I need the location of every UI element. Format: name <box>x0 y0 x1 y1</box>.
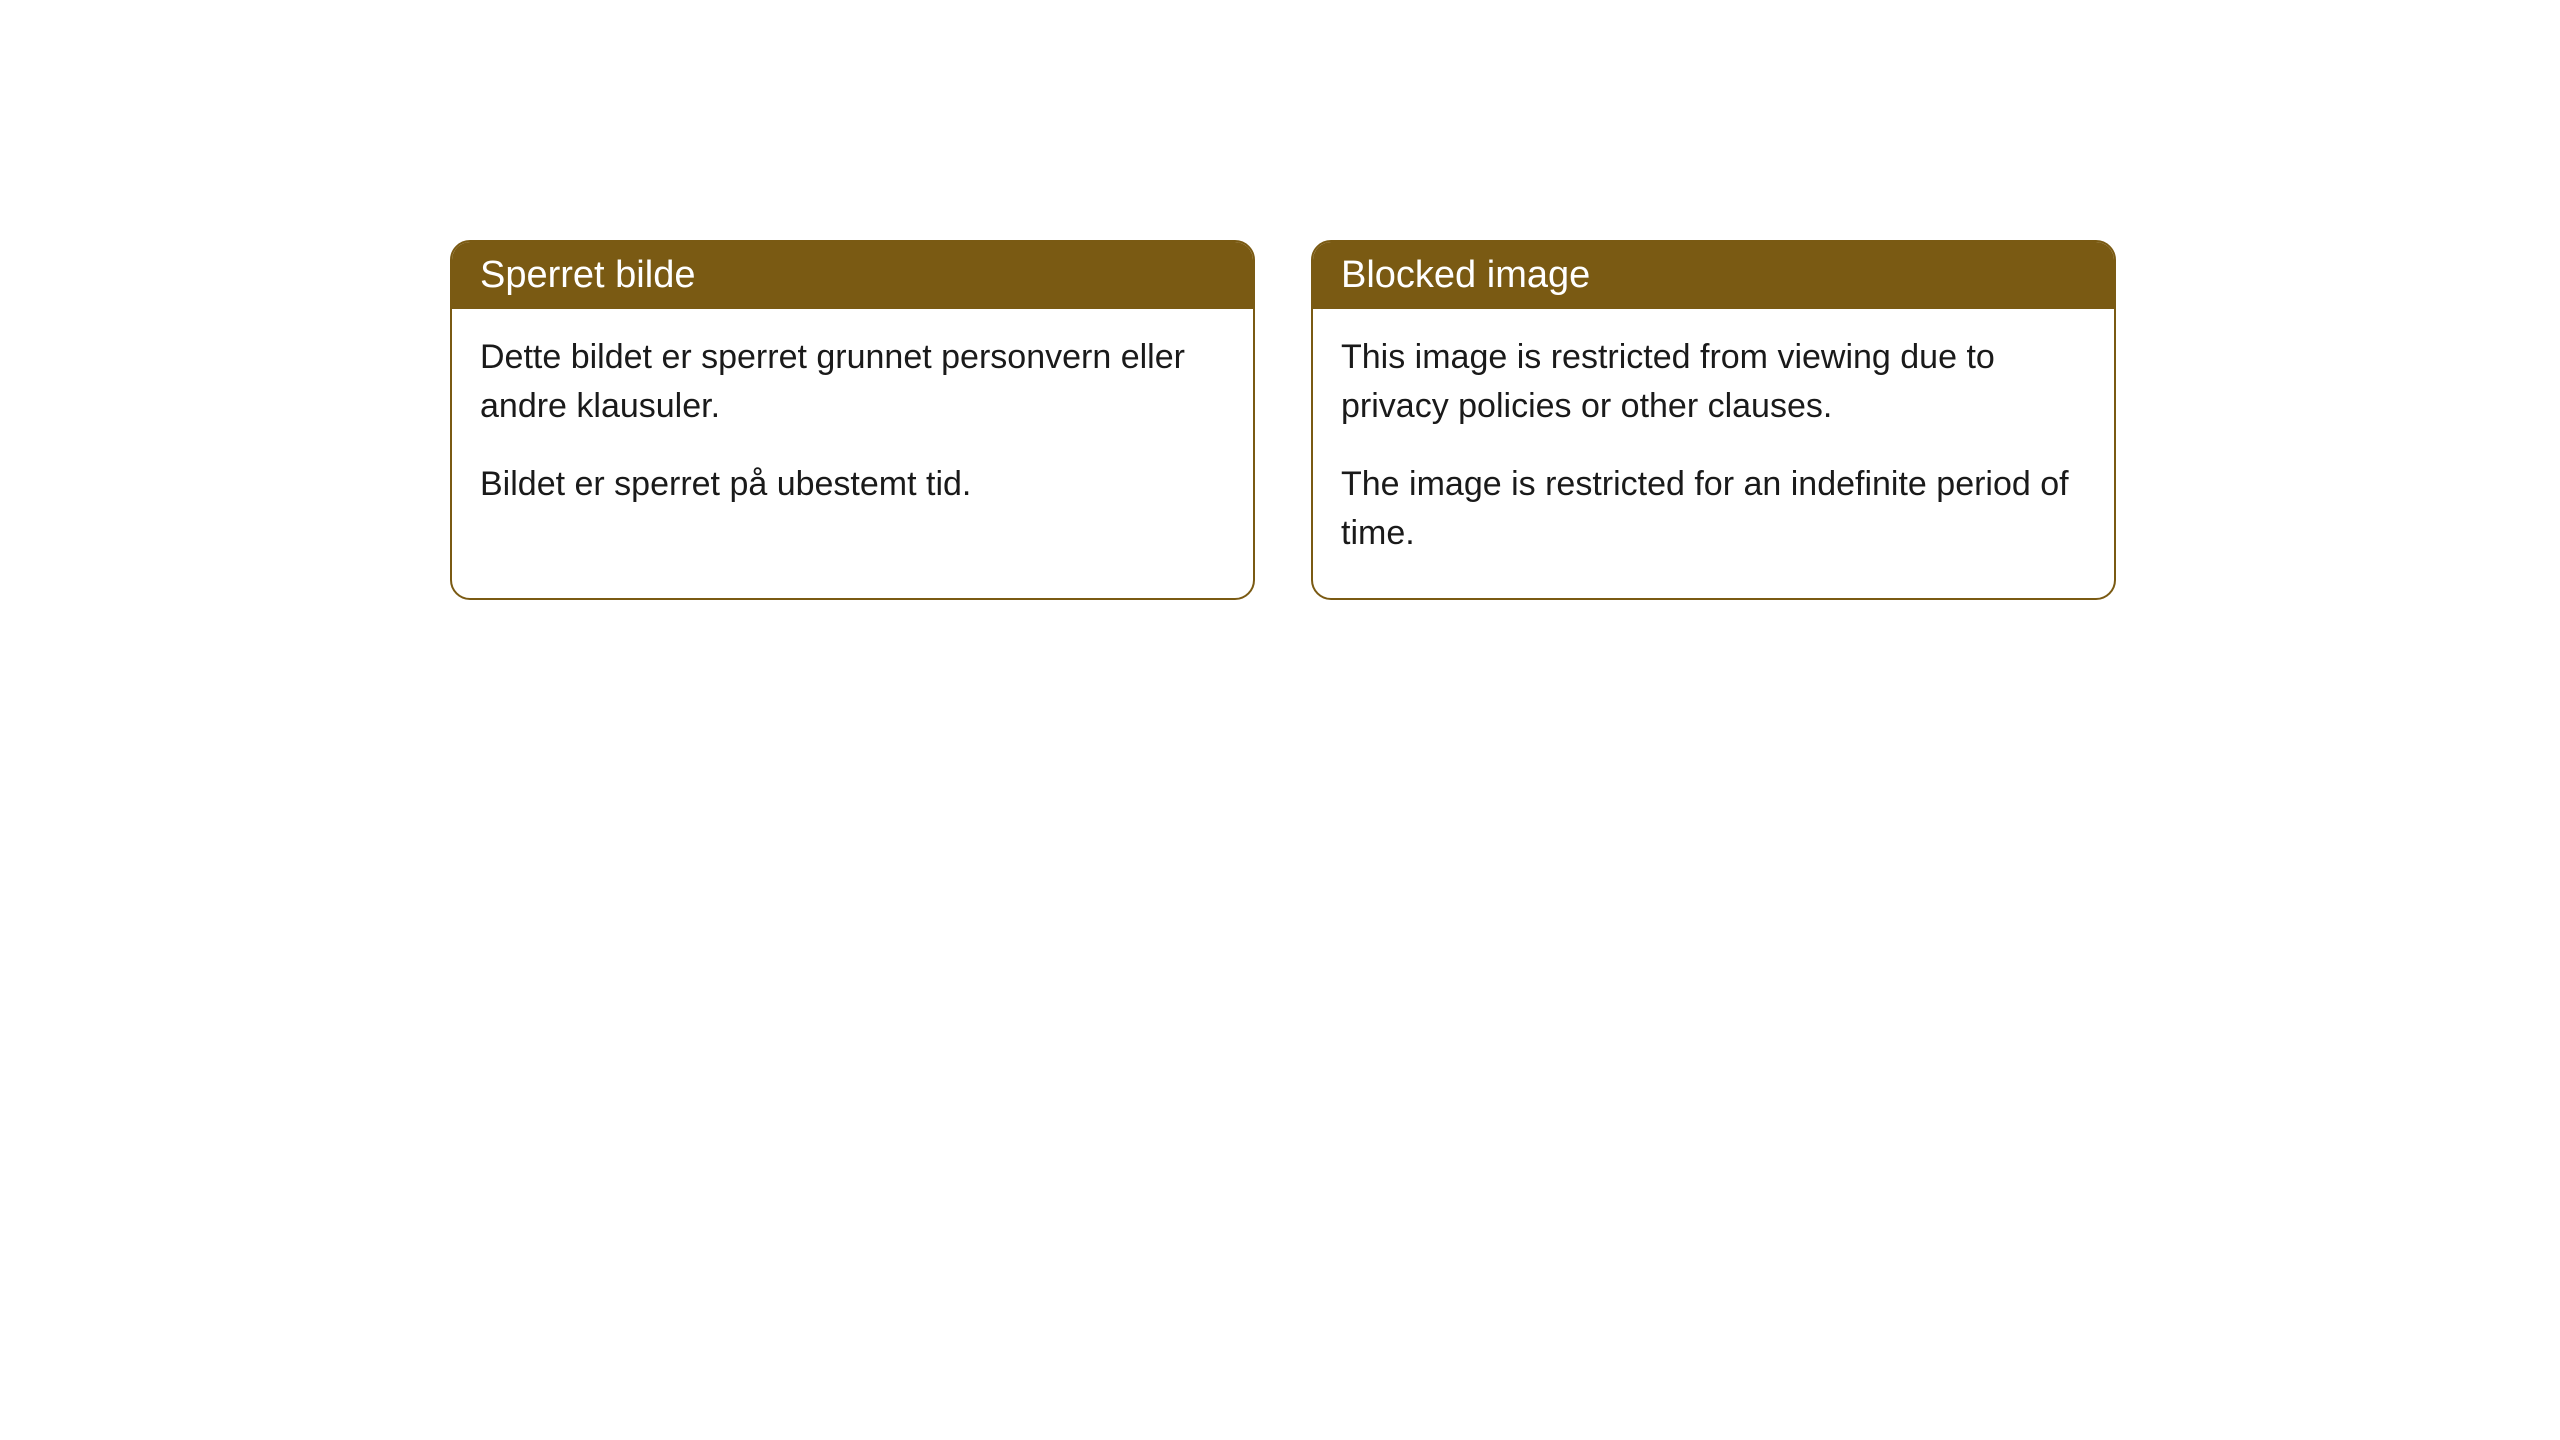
card-paragraph: The image is restricted for an indefinit… <box>1341 460 2086 559</box>
notice-cards-container: Sperret bilde Dette bildet er sperret gr… <box>450 240 2116 600</box>
card-title: Blocked image <box>1341 254 1590 296</box>
notice-card-english: Blocked image This image is restricted f… <box>1311 240 2116 600</box>
card-header: Blocked image <box>1313 242 2114 309</box>
card-header: Sperret bilde <box>452 242 1253 309</box>
card-paragraph: Dette bildet er sperret grunnet personve… <box>480 333 1225 432</box>
card-body: This image is restricted from viewing du… <box>1313 309 2114 598</box>
card-paragraph: Bildet er sperret på ubestemt tid. <box>480 460 1225 509</box>
card-body: Dette bildet er sperret grunnet personve… <box>452 309 1253 549</box>
card-paragraph: This image is restricted from viewing du… <box>1341 333 2086 432</box>
notice-card-norwegian: Sperret bilde Dette bildet er sperret gr… <box>450 240 1255 600</box>
card-title: Sperret bilde <box>480 254 695 296</box>
